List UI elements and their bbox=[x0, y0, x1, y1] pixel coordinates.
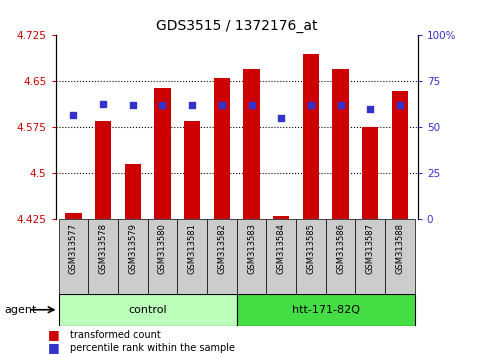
Bar bbox=[326, 219, 355, 294]
Text: GSM313585: GSM313585 bbox=[306, 223, 315, 274]
Bar bbox=[58, 219, 88, 294]
Point bbox=[99, 101, 107, 106]
Bar bbox=[392, 91, 408, 219]
Text: GSM313583: GSM313583 bbox=[247, 223, 256, 274]
Bar bbox=[266, 219, 296, 294]
Point bbox=[396, 103, 404, 108]
Point bbox=[248, 103, 256, 108]
Text: GSM313587: GSM313587 bbox=[366, 223, 375, 274]
Text: GSM313586: GSM313586 bbox=[336, 223, 345, 274]
Bar bbox=[303, 54, 319, 219]
Bar bbox=[385, 219, 415, 294]
Text: GSM313580: GSM313580 bbox=[158, 223, 167, 274]
Text: GSM313579: GSM313579 bbox=[128, 223, 137, 274]
Point bbox=[188, 103, 196, 108]
Text: ■: ■ bbox=[48, 342, 60, 354]
Text: GSM313577: GSM313577 bbox=[69, 223, 78, 274]
Text: percentile rank within the sample: percentile rank within the sample bbox=[70, 343, 235, 353]
Bar bbox=[95, 121, 111, 219]
Point bbox=[70, 112, 77, 118]
Bar bbox=[88, 219, 118, 294]
Bar bbox=[58, 294, 237, 326]
Bar bbox=[118, 219, 148, 294]
Text: GSM313588: GSM313588 bbox=[396, 223, 404, 274]
Bar bbox=[243, 69, 260, 219]
Text: ■: ■ bbox=[48, 328, 60, 341]
Bar bbox=[177, 219, 207, 294]
Point bbox=[367, 106, 374, 112]
Title: GDS3515 / 1372176_at: GDS3515 / 1372176_at bbox=[156, 19, 317, 33]
Bar bbox=[332, 69, 349, 219]
Bar bbox=[154, 87, 170, 219]
Text: GSM313584: GSM313584 bbox=[277, 223, 286, 274]
Point bbox=[277, 115, 285, 121]
Text: htt-171-82Q: htt-171-82Q bbox=[292, 305, 360, 315]
Bar bbox=[355, 219, 385, 294]
Bar bbox=[184, 121, 200, 219]
Point bbox=[218, 103, 226, 108]
Bar bbox=[65, 213, 82, 219]
Point bbox=[158, 103, 166, 108]
Bar bbox=[213, 78, 230, 219]
Bar bbox=[273, 216, 289, 219]
Bar bbox=[125, 164, 141, 219]
Text: GSM313582: GSM313582 bbox=[217, 223, 227, 274]
Point bbox=[307, 103, 315, 108]
Text: control: control bbox=[128, 305, 167, 315]
Bar bbox=[148, 219, 177, 294]
Text: transformed count: transformed count bbox=[70, 330, 161, 339]
Text: GSM313578: GSM313578 bbox=[99, 223, 108, 274]
Bar bbox=[237, 294, 415, 326]
Text: agent: agent bbox=[5, 305, 37, 315]
Point bbox=[337, 103, 344, 108]
Bar bbox=[237, 219, 266, 294]
Bar bbox=[296, 219, 326, 294]
Point bbox=[129, 103, 137, 108]
Bar bbox=[362, 127, 379, 219]
Text: GSM313581: GSM313581 bbox=[187, 223, 197, 274]
Bar bbox=[207, 219, 237, 294]
